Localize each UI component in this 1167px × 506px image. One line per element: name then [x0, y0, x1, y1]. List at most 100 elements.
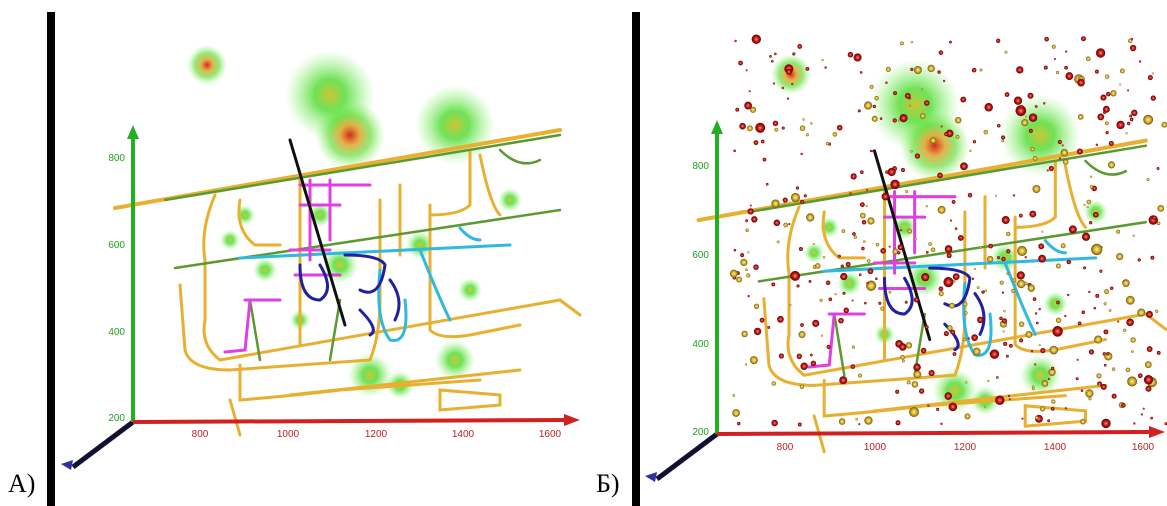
sphere: [736, 277, 742, 283]
sphere: [773, 82, 775, 84]
sphere: [937, 173, 943, 179]
sphere: [947, 325, 953, 331]
sphere: [1044, 66, 1048, 70]
sphere: [747, 251, 749, 253]
y-axis-arrow: [711, 120, 723, 134]
sphere: [841, 264, 844, 267]
sphere: [1104, 289, 1109, 294]
y-tick-label: 400: [692, 339, 709, 350]
sphere: [900, 114, 908, 122]
sphere: [766, 183, 769, 186]
sphere: [995, 195, 997, 197]
sphere: [987, 256, 994, 263]
sphere: [769, 55, 772, 58]
sphere: [773, 121, 778, 127]
sphere: [963, 338, 967, 342]
sphere: [1052, 45, 1056, 49]
sphere: [1005, 51, 1008, 54]
sphere: [876, 243, 879, 247]
sphere: [926, 251, 929, 254]
sphere: [1081, 389, 1084, 392]
sphere: [1119, 83, 1121, 85]
sphere: [1029, 129, 1033, 133]
sphere: [952, 200, 956, 204]
sphere: [990, 349, 999, 358]
sphere: [735, 108, 739, 112]
sphere: [1121, 403, 1126, 408]
sphere: [907, 229, 912, 234]
sphere: [774, 53, 777, 56]
sphere: [936, 408, 939, 411]
sphere: [745, 268, 748, 271]
sphere: [974, 268, 976, 270]
sphere: [912, 381, 919, 388]
sphere: [1105, 121, 1109, 125]
sphere: [813, 243, 815, 245]
sphere: [746, 69, 748, 71]
x-axis-arrow: [1149, 426, 1165, 438]
sphere: [913, 370, 921, 378]
sphere: [772, 381, 776, 386]
sphere: [1041, 231, 1043, 233]
sphere: [800, 153, 802, 155]
sphere: [1083, 266, 1086, 269]
sphere: [997, 377, 999, 379]
sphere: [1100, 95, 1106, 101]
sphere: [858, 109, 861, 112]
sphere: [799, 247, 803, 251]
heat-blob: [253, 258, 277, 282]
sphere: [806, 133, 809, 136]
sphere: [901, 168, 905, 172]
sphere: [956, 135, 960, 139]
sphere: [1078, 322, 1082, 326]
sphere: [1003, 330, 1005, 332]
sphere: [1069, 225, 1077, 233]
sphere: [1038, 255, 1046, 263]
y-tick-label: 600: [108, 240, 125, 251]
sphere: [911, 41, 913, 43]
sphere: [1009, 344, 1013, 348]
sphere: [1081, 36, 1086, 41]
sphere: [858, 423, 860, 425]
z-axis: [73, 422, 133, 467]
sphere: [1116, 253, 1123, 260]
sphere: [1104, 364, 1107, 367]
sphere: [1056, 301, 1060, 305]
sphere: [914, 66, 922, 74]
sphere: [947, 253, 952, 258]
sphere: [898, 244, 904, 250]
sphere: [955, 227, 958, 230]
sphere: [1095, 294, 1099, 298]
panel-label: Б): [596, 469, 620, 498]
sphere: [1130, 118, 1134, 122]
x-tick-label: 800: [192, 429, 209, 440]
sphere: [1065, 50, 1067, 52]
sphere: [928, 242, 932, 246]
sphere: [1147, 178, 1150, 181]
sphere: [1020, 105, 1023, 108]
sphere: [1123, 329, 1126, 332]
x-tick-label: 800: [777, 442, 794, 453]
sphere: [796, 186, 799, 189]
sphere: [860, 213, 866, 219]
sphere: [1001, 140, 1004, 143]
sphere: [1001, 135, 1005, 139]
sphere: [748, 208, 754, 214]
sphere: [963, 302, 968, 307]
x-tick-label: 1400: [1044, 442, 1067, 453]
sphere: [750, 107, 756, 113]
sphere: [926, 205, 928, 207]
sphere: [860, 202, 865, 207]
sphere: [867, 217, 874, 224]
sphere: [732, 409, 740, 417]
heat-blob: [220, 230, 240, 250]
sphere: [790, 271, 800, 281]
sphere: [1011, 289, 1015, 293]
sphere: [1062, 144, 1064, 146]
sphere: [1006, 232, 1010, 236]
sphere: [880, 248, 886, 254]
sphere: [1133, 422, 1135, 424]
sphere: [867, 259, 870, 262]
sphere: [839, 376, 847, 384]
sphere: [738, 61, 743, 66]
